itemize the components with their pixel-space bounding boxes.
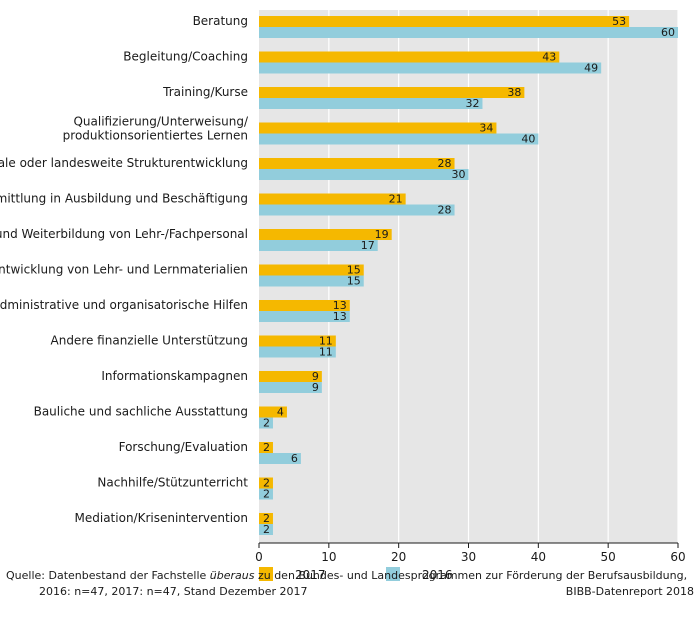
category-label: Qualifizierung/Unterweisung/produktionso…	[63, 115, 249, 143]
bar-2016	[259, 488, 273, 500]
category-label: Bauliche und sachliche Ausstattung	[34, 405, 248, 419]
category-label: Beratung	[193, 14, 248, 28]
bar-2017	[259, 122, 497, 134]
bar-2017	[259, 442, 273, 453]
bar-2017	[259, 406, 287, 418]
bar-2017	[259, 477, 273, 489]
value-label-2017: 2	[263, 441, 270, 454]
category-label: Nachhilfe/Stützunterricht	[97, 476, 248, 490]
value-label-2016: 28	[438, 204, 452, 217]
bar-2016	[259, 311, 350, 322]
bar-2017	[259, 16, 630, 27]
legend: 2017 2016	[259, 567, 453, 582]
category-label: Fort- und Weiterbildung von Lehr-/Fachpe…	[0, 227, 248, 241]
legend-label-2016: 2016	[422, 568, 453, 582]
category-label: Andere finanzielle Unterstützung	[51, 334, 249, 348]
bar-2017	[259, 229, 392, 240]
bar-2016	[259, 98, 483, 109]
bar-2017	[259, 158, 455, 169]
category-label: Mediation/Krisenintervention	[75, 511, 248, 525]
value-label-2016: 17	[361, 239, 375, 252]
value-label-2016: 49	[584, 62, 598, 75]
value-label-2016: 32	[465, 97, 479, 110]
value-label-2017: 2	[263, 477, 270, 490]
bar-2017	[259, 193, 406, 205]
value-label-2016: 13	[333, 310, 347, 323]
value-label-2016: 6	[291, 452, 298, 465]
value-label-2017: 13	[333, 299, 347, 312]
value-label-2017: 53	[612, 15, 626, 28]
bar-2016	[259, 524, 273, 535]
category-label: Informationskampagnen	[101, 369, 248, 383]
plot-area: 0 10 20 30 40 50 60 Beratung 53 60 Begleitung/Coac…	[0, 10, 686, 564]
value-label-2016: 2	[263, 417, 270, 430]
value-label-2017: 19	[375, 228, 389, 241]
credit: BIBB-Datenreport 2018	[566, 585, 694, 598]
bar-2017	[259, 264, 364, 276]
category-label: Begleitung/Coaching	[123, 50, 248, 64]
value-label-2016: 15	[347, 275, 361, 288]
x-tick-label: 20	[391, 550, 406, 564]
bar-2017	[259, 335, 336, 347]
bar-2017	[259, 87, 525, 98]
category-label: Regionale oder landesweite Strukturentwi…	[0, 156, 248, 170]
category-label: Forschung/Evaluation	[119, 440, 248, 454]
value-label-2016: 40	[521, 133, 535, 146]
value-label-2017: 21	[389, 193, 403, 206]
bar-2017	[259, 371, 322, 382]
source-prefix: Quelle: Datenbestand der Fachstelle	[6, 569, 210, 582]
value-label-2017: 38	[507, 86, 521, 99]
x-tick-label: 50	[601, 550, 616, 564]
value-label-2017: 34	[479, 122, 493, 135]
value-label-2017: 43	[542, 51, 556, 64]
source-line-1: Quelle: Datenbestand der Fachstelle über…	[6, 569, 687, 582]
value-label-2017: 2	[263, 512, 270, 525]
bar-2016	[259, 346, 336, 358]
category-label: Vermittlung in Ausbildung und Beschäftig…	[0, 192, 248, 206]
legend-label-2017: 2017	[295, 568, 326, 582]
category-label-line: produktionsorientiertes Lernen	[63, 129, 248, 143]
category-label: Entwicklung von Lehr- und Lernmaterialie…	[0, 263, 248, 277]
value-label-2017: 9	[312, 370, 319, 383]
legend-swatch-2017	[259, 567, 273, 581]
x-tick-label: 0	[255, 550, 263, 564]
bar-2017	[259, 51, 560, 63]
source-suffix: zu den Bundes- und Landesprogrammen zur …	[254, 569, 687, 582]
value-label-2017: 11	[319, 335, 333, 348]
x-tick-label: 10	[321, 550, 336, 564]
value-label-2016: 9	[312, 381, 319, 394]
value-label-2016: 30	[452, 168, 466, 181]
bar-2016	[259, 133, 539, 145]
bar-2016	[259, 240, 378, 251]
legend-swatch-2016	[386, 567, 400, 581]
source-line-2: 2016: n=47, 2017: n=47, Stand Dezember 2…	[39, 585, 308, 598]
footer: Quelle: Datenbestand der Fachstelle über…	[6, 569, 694, 598]
value-label-2016: 11	[319, 346, 333, 359]
bar-2016	[259, 27, 678, 38]
value-label-2017: 15	[347, 264, 361, 277]
x-tick-label: 60	[670, 550, 685, 564]
bar-2016	[259, 204, 455, 216]
bar-2017	[259, 300, 350, 311]
bar-2016	[259, 275, 364, 287]
value-label-2017: 4	[277, 406, 284, 419]
value-label-2016: 60	[661, 26, 675, 39]
value-label-2016: 2	[263, 488, 270, 501]
bar-2016	[259, 382, 322, 393]
bar-2016	[259, 62, 602, 74]
bar-2017	[259, 513, 273, 524]
value-label-2016: 2	[263, 523, 270, 536]
bar-2016	[259, 417, 273, 429]
source-italic: überaus	[210, 569, 255, 582]
category-label: Administrative und organisatorische Hilf…	[0, 298, 248, 312]
category-label: Training/Kurse	[162, 85, 248, 99]
x-tick-label: 40	[531, 550, 546, 564]
x-tick-label: 30	[461, 550, 476, 564]
bar-2016	[259, 169, 469, 180]
bar-2016	[259, 453, 301, 464]
category-label-line: Qualifizierung/Unterweisung/	[73, 115, 248, 129]
value-label-2017: 28	[438, 157, 452, 170]
